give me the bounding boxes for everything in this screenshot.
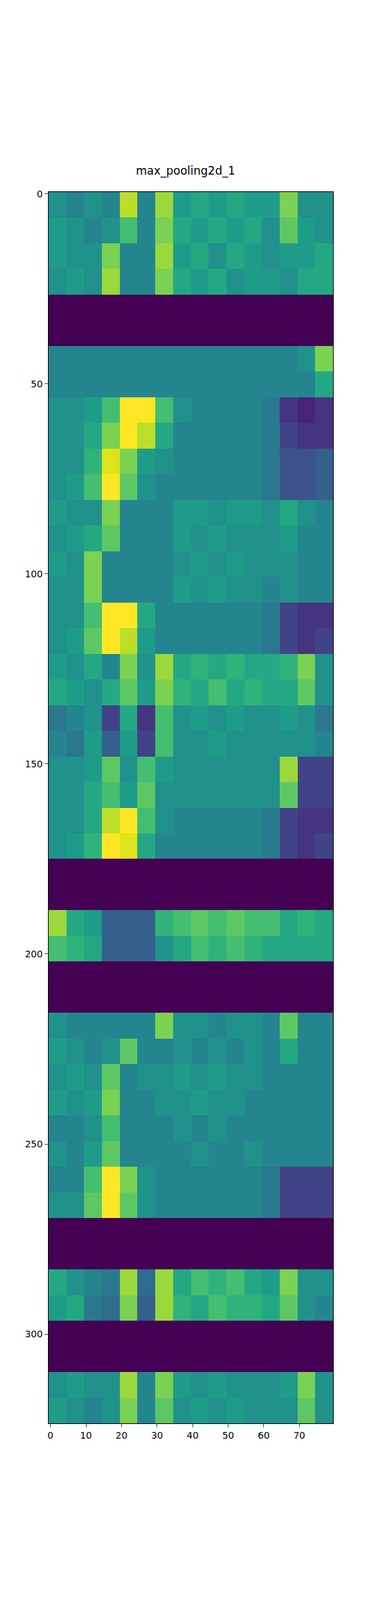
svg-text:0: 0 <box>36 188 43 200</box>
svg-text:100: 100 <box>24 568 43 579</box>
svg-text:30: 30 <box>151 1428 164 1440</box>
svg-text:0: 0 <box>47 1428 54 1440</box>
svg-text:150: 150 <box>24 757 43 769</box>
svg-text:max_pooling2d_1: max_pooling2d_1 <box>135 163 236 178</box>
svg-text:20: 20 <box>115 1428 128 1440</box>
svg-text:10: 10 <box>79 1428 92 1440</box>
svg-text:250: 250 <box>24 1137 43 1149</box>
svg-text:60: 60 <box>257 1428 270 1440</box>
svg-text:200: 200 <box>24 947 43 959</box>
svg-text:50: 50 <box>222 1428 235 1440</box>
svg-text:50: 50 <box>30 378 43 389</box>
svg-text:40: 40 <box>186 1428 199 1440</box>
svg-text:70: 70 <box>293 1428 306 1440</box>
svg-text:300: 300 <box>24 1327 43 1339</box>
